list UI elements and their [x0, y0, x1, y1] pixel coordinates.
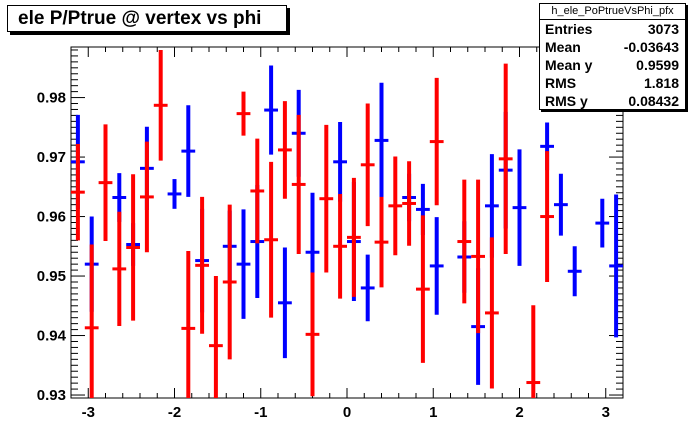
data-point: [236, 209, 251, 319]
data-point: [291, 114, 306, 255]
data-point: [333, 193, 347, 299]
x-tick-label: 0: [343, 404, 351, 421]
y-tick-labels: 0.93 0.94 0.95 0.96 0.97 0.98: [37, 90, 67, 404]
data-point: [567, 246, 582, 297]
stats-label: Mean y: [545, 57, 593, 73]
data-point: [609, 194, 623, 338]
stats-row-rms: RMS 1.818: [540, 74, 685, 92]
x-tick-label: 1: [429, 404, 437, 421]
stats-label: Entries: [545, 21, 593, 37]
data-point: [374, 196, 389, 288]
stats-label: RMS: [545, 75, 577, 91]
data-point: [126, 174, 140, 321]
data-point: [333, 121, 347, 202]
stats-label: RMS y: [545, 93, 588, 109]
stats-row-mean: Mean -0.03643: [540, 38, 685, 56]
stats-value: 1.818: [643, 75, 679, 91]
y-tick-label: 0.96: [37, 209, 66, 226]
data-point: [319, 124, 334, 273]
data-point: [278, 101, 292, 199]
data-point: [112, 211, 127, 327]
x-tick-label: -2: [168, 404, 181, 421]
x-tick-label: 3: [602, 404, 610, 421]
stats-value: 0.08432: [628, 93, 679, 109]
data-point: [512, 149, 527, 266]
data-point: [84, 244, 99, 398]
x-tick-label: 2: [515, 404, 523, 421]
data-points: [71, 49, 623, 398]
y-tick-label: 0.93: [37, 387, 66, 404]
stats-value: -0.03643: [623, 39, 679, 55]
stats-box: h_ele_PoPtrueVsPhi_pfx Entries 3073 Mean…: [539, 3, 686, 110]
data-point: [181, 105, 196, 197]
data-point: [498, 63, 513, 255]
data-point: [540, 151, 554, 282]
data-point: [222, 204, 237, 360]
x-tick-label: -1: [254, 404, 267, 421]
data-point: [485, 237, 499, 389]
data-point: [526, 305, 541, 398]
stats-histogram-name: h_ele_PoPtrueVsPhi_pfx: [540, 4, 685, 20]
data-point: [98, 124, 113, 241]
data-point: [167, 179, 182, 209]
stats-value: 0.9599: [636, 57, 679, 73]
data-point: [71, 143, 85, 241]
data-point: [595, 198, 610, 248]
y-tick-label: 0.95: [37, 268, 66, 285]
data-point: [402, 161, 416, 246]
data-point: [374, 82, 389, 199]
data-point: [153, 49, 168, 161]
data-point: [278, 247, 292, 359]
data-point: [471, 179, 485, 334]
stats-value: 3073: [647, 21, 679, 37]
data-point: [360, 254, 375, 322]
stats-row-entries: Entries 3073: [540, 20, 685, 38]
data-point: [250, 138, 265, 244]
data-point: [181, 251, 196, 398]
data-point: [554, 173, 568, 236]
plot-title: ele P/Ptrue @ vertex vs phi: [7, 5, 287, 32]
data-point: [429, 217, 444, 315]
data-point: [236, 91, 251, 136]
data-point: [388, 156, 403, 256]
series-2: [71, 49, 554, 398]
data-point: [264, 65, 278, 155]
x-tick-label: -3: [82, 404, 95, 421]
y-tick-label: 0.98: [37, 90, 66, 107]
data-point: [140, 141, 154, 253]
stats-row-mean-y: Mean y 0.9599: [540, 56, 685, 74]
data-point: [347, 177, 361, 297]
data-point: [209, 276, 223, 398]
stats-row-rms-y: RMS y 0.08432: [540, 92, 685, 110]
data-point: [360, 103, 375, 227]
series-1: [71, 65, 623, 385]
x-tick-labels: -3 -2 -1 0 1 2 3: [82, 404, 610, 421]
data-point: [305, 272, 320, 397]
data-point: [429, 77, 444, 206]
y-tick-label: 0.94: [37, 328, 67, 345]
data-point: [264, 161, 278, 318]
data-point: [457, 179, 472, 304]
data-point: [195, 196, 209, 334]
y-tick-label: 0.97: [37, 149, 66, 166]
data-point: [416, 215, 430, 363]
stats-label: Mean: [545, 39, 581, 55]
